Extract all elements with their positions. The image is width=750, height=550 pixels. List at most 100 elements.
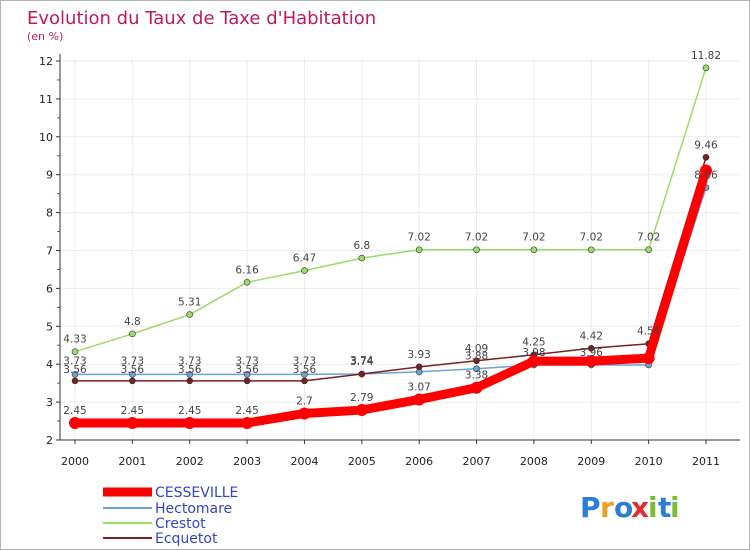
data-point-cesseville bbox=[183, 416, 196, 429]
data-point-ecquetot bbox=[587, 344, 595, 352]
legend-label-hectomare: Hectomare bbox=[155, 501, 232, 517]
data-label-hectomare: 3.96 bbox=[580, 347, 604, 359]
data-label-ecquetot: 4.09 bbox=[465, 343, 488, 355]
x-tick-label: 2003 bbox=[233, 455, 261, 468]
data-point-cesseville bbox=[470, 381, 483, 394]
data-point-ecquetot bbox=[358, 370, 366, 378]
y-axis-tick-labels: 2 3 4 5 6 7 8 9 10 11 12 bbox=[39, 55, 53, 447]
data-point-crestot bbox=[71, 348, 79, 355]
series-line-ecquetot bbox=[74, 156, 707, 382]
data-label-ecquetot: 3.56 bbox=[63, 364, 87, 376]
data-point-hectomare bbox=[243, 371, 251, 378]
data-label-hectomare: 3.73 bbox=[121, 355, 144, 367]
data-point-ecquetot bbox=[186, 377, 194, 385]
logo-letter: i bbox=[670, 491, 680, 524]
data-label-ecquetot: 3.93 bbox=[407, 349, 430, 361]
data-label-crestot: 4.8 bbox=[124, 316, 141, 328]
x-tick-label: 2009 bbox=[577, 455, 605, 468]
data-point-cesseville bbox=[126, 416, 139, 429]
data-label-hectomare: 3.73 bbox=[178, 355, 201, 367]
data-label-ecquetot: 3.56 bbox=[121, 364, 145, 376]
data-label-ecquetot: 4.25 bbox=[522, 337, 545, 349]
data-label-cesseville: 3.38 bbox=[465, 370, 488, 382]
data-point-cesseville bbox=[585, 355, 598, 368]
data-label-hectomare: 3.73 bbox=[293, 355, 316, 367]
data-point-cesseville bbox=[355, 404, 368, 417]
x-tick-label: 2005 bbox=[348, 455, 376, 468]
data-point-ecquetot bbox=[301, 377, 308, 385]
data-point-crestot bbox=[473, 246, 480, 254]
logo-letter: P bbox=[580, 491, 601, 524]
data-label-crestot: 7.02 bbox=[522, 232, 545, 244]
series-line-cesseville bbox=[70, 166, 711, 428]
legend-label-cesseville: CESSEVILLE bbox=[155, 485, 238, 501]
data-point-hectomare bbox=[473, 365, 480, 373]
y-tick-label: 7 bbox=[46, 245, 53, 258]
data-label-crestot: 6.16 bbox=[235, 264, 259, 276]
data-label-crestot: 5.31 bbox=[178, 297, 201, 309]
y-tick-label: 11 bbox=[39, 93, 53, 106]
x-tick-label: 2004 bbox=[290, 455, 318, 468]
data-label-cesseville: 2.45 bbox=[63, 405, 86, 417]
x-tick-label: 2008 bbox=[520, 455, 548, 468]
logo-letter: i bbox=[648, 491, 658, 524]
chart-title: Evolution du Taux de Taxe d'Habitation bbox=[27, 8, 376, 29]
data-label-ecquetot: 3.56 bbox=[293, 364, 317, 376]
x-tick-label: 2011 bbox=[692, 455, 720, 468]
data-point-crestot bbox=[415, 246, 423, 254]
data-point-ecquetot bbox=[473, 357, 480, 365]
data-label-ecquetot: 4.42 bbox=[580, 330, 603, 342]
logo-letter: t bbox=[658, 491, 671, 524]
data-point-crestot bbox=[129, 330, 136, 338]
logo-letter: r bbox=[600, 491, 614, 524]
data-point-ecquetot bbox=[415, 363, 423, 371]
data-label-cesseville: 2.79 bbox=[350, 392, 373, 404]
data-label-crestot: 7.02 bbox=[465, 232, 488, 244]
data-label-ecquetot: 3.56 bbox=[178, 364, 202, 376]
data-point-crestot bbox=[530, 246, 538, 254]
y-tick-label: 3 bbox=[46, 396, 53, 409]
data-label-hectomare: 3.74 bbox=[350, 355, 374, 367]
axes bbox=[56, 54, 740, 444]
data-point-cesseville bbox=[298, 407, 311, 420]
logo-letter: o bbox=[614, 491, 633, 524]
data-label-crestot: 7.02 bbox=[637, 232, 660, 244]
y-tick-label: 9 bbox=[46, 169, 53, 182]
x-axis-tick-labels: 2000 2001 2002 2003 2004 2005 2006 2007 2008 2009… bbox=[61, 455, 720, 468]
data-point-cesseville bbox=[241, 416, 254, 429]
data-point-hectomare bbox=[186, 371, 194, 378]
data-label-hectomare: 8.66 bbox=[694, 170, 718, 182]
y-tick-label: 12 bbox=[39, 55, 53, 68]
data-labels: 2.45 2.45 2.45 2.452.7 2.793.073.383.73 3.73 3… bbox=[63, 50, 721, 417]
x-tick-label: 2002 bbox=[176, 455, 204, 468]
data-point-cesseville bbox=[642, 352, 655, 365]
data-label-ecquetot: 3.56 bbox=[235, 364, 259, 376]
series-lines bbox=[69, 64, 712, 429]
legend-label-crestot: Crestot bbox=[155, 516, 206, 532]
y-tick-label: 2 bbox=[46, 434, 53, 447]
data-point-ecquetot bbox=[243, 377, 251, 385]
data-label-crestot: 11.82 bbox=[691, 50, 721, 62]
chart-subtitle: (en %) bbox=[27, 30, 63, 43]
data-point-crestot bbox=[587, 246, 595, 254]
data-label-crestot: 7.02 bbox=[580, 232, 603, 244]
x-tick-label: 2007 bbox=[463, 455, 491, 468]
data-point-cesseville bbox=[700, 164, 712, 177]
y-tick-label: 5 bbox=[46, 320, 53, 333]
data-point-cesseville bbox=[69, 416, 81, 429]
data-label-hectomare: 3.73 bbox=[63, 355, 86, 367]
data-label-cesseville: 2.45 bbox=[121, 405, 144, 417]
x-tick-label: 2010 bbox=[635, 455, 663, 468]
data-label-ecquetot: 9.46 bbox=[694, 139, 718, 151]
data-point-hectomare bbox=[71, 371, 79, 378]
data-point-ecquetot bbox=[71, 377, 79, 385]
data-point-hectomare bbox=[301, 371, 308, 378]
y-tick-label: 4 bbox=[46, 358, 53, 371]
data-label-crestot: 6.8 bbox=[353, 240, 370, 252]
data-point-crestot bbox=[186, 311, 194, 318]
data-label-crestot: 4.33 bbox=[63, 334, 86, 346]
data-label-cesseville: 2.45 bbox=[235, 405, 258, 417]
